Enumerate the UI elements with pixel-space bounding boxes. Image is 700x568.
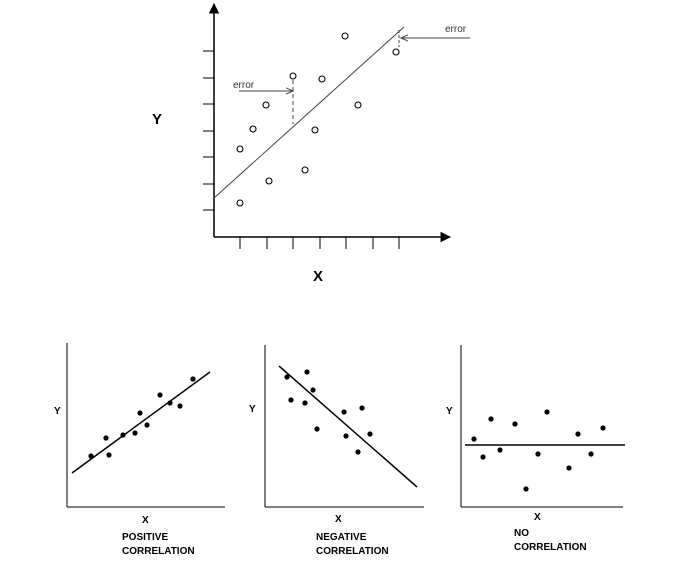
data-point bbox=[523, 486, 529, 492]
caption-line1: NO bbox=[514, 528, 529, 539]
error-label-right: error bbox=[445, 24, 467, 35]
data-point bbox=[480, 454, 486, 460]
data-point bbox=[144, 422, 150, 428]
panel-y-label: Y bbox=[54, 406, 61, 417]
data-point bbox=[341, 409, 347, 415]
data-point bbox=[488, 416, 494, 422]
data-point bbox=[512, 421, 518, 427]
regression-diagram: error error Y X bbox=[152, 2, 470, 285]
data-point bbox=[249, 125, 257, 133]
caption-line1: POSITIVE bbox=[122, 532, 168, 543]
data-point bbox=[106, 452, 112, 458]
data-points bbox=[236, 32, 400, 207]
data-point bbox=[265, 177, 273, 185]
data-point bbox=[566, 465, 572, 471]
data-point bbox=[311, 126, 319, 134]
data-point bbox=[177, 403, 183, 409]
y-axis-ticks bbox=[203, 50, 214, 211]
caption-line2: CORRELATION bbox=[316, 546, 389, 557]
data-point bbox=[289, 72, 297, 80]
data-point bbox=[288, 397, 294, 403]
caption-line2: CORRELATION bbox=[514, 542, 587, 553]
data-point bbox=[535, 451, 541, 457]
panel-x-label: X bbox=[142, 515, 149, 526]
data-point bbox=[132, 430, 138, 436]
caption-line2: CORRELATION bbox=[122, 546, 195, 557]
caption-line1: NEGATIVE bbox=[316, 532, 367, 543]
data-point bbox=[588, 451, 594, 457]
y-axis-label: Y bbox=[152, 111, 162, 128]
data-point bbox=[354, 101, 362, 109]
data-point bbox=[262, 101, 270, 109]
scatter-points bbox=[284, 369, 373, 455]
x-axis-ticks bbox=[239, 237, 400, 249]
trend-line bbox=[278, 365, 418, 488]
data-point bbox=[318, 75, 326, 83]
data-point bbox=[284, 374, 290, 380]
panel-x-label: X bbox=[335, 514, 342, 525]
panel-negative-correlation: Y X NEGATIVE CORRELATION bbox=[249, 345, 424, 557]
trend-line bbox=[71, 371, 211, 474]
data-point bbox=[359, 405, 365, 411]
x-axis-label: X bbox=[313, 268, 323, 285]
data-point bbox=[314, 426, 320, 432]
data-point bbox=[341, 32, 349, 40]
data-point bbox=[88, 453, 94, 459]
panel-y-label: Y bbox=[446, 406, 453, 417]
data-point bbox=[103, 435, 109, 441]
data-point bbox=[575, 431, 581, 437]
error-label-left: error bbox=[233, 80, 255, 91]
data-point bbox=[355, 449, 361, 455]
data-point bbox=[600, 425, 606, 431]
data-point bbox=[367, 431, 373, 437]
data-point bbox=[544, 409, 550, 415]
data-point bbox=[302, 400, 308, 406]
panel-positive-correlation: Y X POSITIVE CORRELATION bbox=[54, 343, 225, 557]
data-point bbox=[137, 410, 143, 416]
panel-no-correlation: Y X NO CORRELATION bbox=[446, 345, 625, 553]
regression-line bbox=[213, 26, 405, 199]
data-point bbox=[190, 376, 196, 382]
data-point bbox=[471, 436, 477, 442]
scatter-points bbox=[88, 376, 196, 459]
panel-y-label: Y bbox=[249, 404, 256, 415]
data-point bbox=[392, 48, 400, 56]
data-point bbox=[301, 166, 309, 174]
data-point bbox=[310, 387, 316, 393]
data-point bbox=[343, 433, 349, 439]
data-point bbox=[157, 392, 163, 398]
data-point bbox=[236, 145, 244, 153]
data-point bbox=[304, 369, 310, 375]
data-point bbox=[120, 432, 126, 438]
scatter-points bbox=[471, 409, 606, 492]
panel-x-label: X bbox=[534, 512, 541, 523]
data-point bbox=[497, 447, 503, 453]
data-point bbox=[167, 400, 173, 406]
data-point bbox=[236, 199, 244, 207]
